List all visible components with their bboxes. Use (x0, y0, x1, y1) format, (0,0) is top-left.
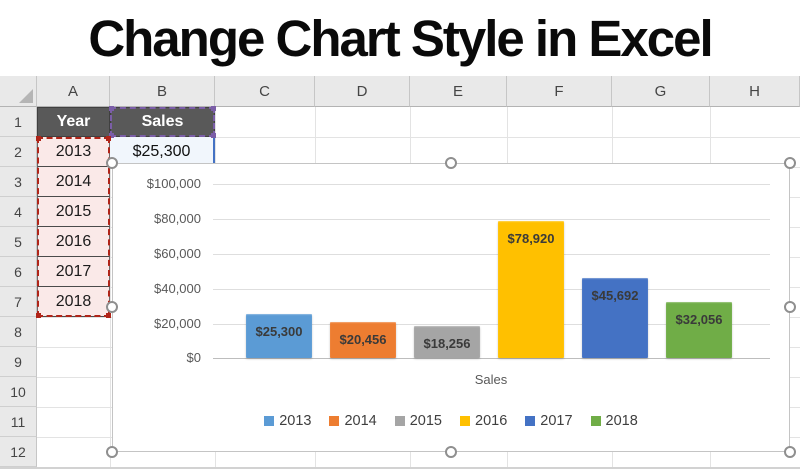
chart-resize-handle-middle-left[interactable] (106, 301, 118, 313)
legend-swatch-icon (525, 416, 536, 426)
legend-swatch-icon (590, 416, 601, 426)
chart-resize-handle-bottom-left[interactable] (106, 446, 118, 458)
page-title-banner: Change Chart Style in Excel (0, 0, 800, 76)
row-header-4[interactable]: 4 (0, 197, 37, 227)
chart-resize-handle-top-center[interactable] (445, 157, 457, 169)
column-header-h[interactable]: H (710, 76, 800, 107)
row-header-1[interactable]: 1 (0, 107, 37, 137)
y-tick-label[interactable]: $20,000 (154, 316, 201, 331)
column-header-c[interactable]: C (215, 76, 315, 107)
bar-data-label: $45,692 (591, 288, 639, 303)
legend-label: 2018 (605, 413, 638, 429)
column-header-e[interactable]: E (410, 76, 507, 107)
grid-hline (37, 137, 800, 138)
legend-label: 2016 (475, 413, 508, 429)
chart-gridline (213, 324, 770, 325)
select-all-corner[interactable] (0, 76, 37, 107)
chart-resize-handle-top-left[interactable] (106, 157, 118, 169)
bar-2017[interactable]: $45,692 (582, 278, 648, 358)
y-tick-label[interactable]: $0 (186, 350, 201, 365)
chart-resize-handle-bottom-center[interactable] (445, 446, 457, 458)
legend-item-2016[interactable]: 2016 (460, 413, 507, 429)
legend-item-2018[interactable]: 2018 (590, 413, 638, 429)
legend-swatch-icon (394, 416, 405, 426)
sheet-bottom-edge (0, 467, 800, 469)
row-header-10[interactable]: 10 (0, 377, 37, 407)
y-tick-label[interactable]: $60,000 (154, 246, 201, 261)
bar-2014[interactable]: $20,456 (330, 322, 396, 358)
chart-resize-handle-middle-right[interactable] (784, 301, 796, 313)
legend-item-2017[interactable]: 2017 (525, 413, 573, 429)
legend-item-2014[interactable]: 2014 (329, 413, 377, 429)
chart-area[interactable]: $100,000 $80,000 $60,000 $40,000 $20,000… (112, 163, 790, 452)
y-tick-label[interactable]: $100,000 (146, 176, 201, 191)
chart-resize-handle-bottom-right[interactable] (784, 446, 796, 458)
chart-gridline (213, 254, 770, 255)
legend-swatch-icon (460, 416, 470, 426)
cell-a6-year[interactable]: 2017 (37, 257, 110, 287)
legend-swatch-icon (329, 416, 340, 426)
x-axis-line (213, 358, 770, 359)
row-header-7[interactable]: 7 (0, 287, 37, 317)
y-tick-label[interactable]: $40,000 (154, 281, 201, 296)
chart-gridline (213, 289, 770, 290)
row-header-8[interactable]: 8 (0, 317, 37, 347)
cell-a4-year[interactable]: 2015 (37, 197, 110, 227)
x-axis-title[interactable]: Sales (474, 372, 508, 387)
chart-gridline (213, 219, 770, 220)
bar-data-label: $32,056 (675, 312, 723, 327)
chart-resize-handle-top-right[interactable] (784, 157, 796, 169)
cell-a5-year[interactable]: 2016 (37, 227, 110, 257)
chart-legend[interactable]: 2013 2014 2015 2016 2017 2018 (113, 410, 789, 432)
legend-item-2013[interactable]: 2013 (264, 413, 311, 429)
page-title: Change Chart Style in Excel (88, 9, 713, 67)
legend-label: 2017 (540, 413, 573, 429)
cell-a2-year[interactable]: 2013 (37, 137, 110, 167)
y-tick-label[interactable]: $80,000 (154, 211, 201, 226)
bar-2018[interactable]: $32,056 (666, 302, 732, 358)
column-header-a[interactable]: A (37, 76, 110, 107)
bar-data-label: $25,300 (255, 324, 303, 339)
row-header-2[interactable]: 2 (0, 137, 37, 167)
bar-2016[interactable]: $78,920 (498, 221, 564, 358)
cell-a7-year[interactable]: 2018 (37, 287, 110, 317)
legend-swatch-icon (264, 416, 275, 426)
legend-label: 2013 (279, 413, 312, 429)
legend-label: 2014 (344, 413, 377, 429)
select-all-triangle-icon (19, 89, 33, 103)
cell-a3-year[interactable]: 2014 (37, 167, 110, 197)
row-header-3[interactable]: 3 (0, 167, 37, 197)
column-header-d[interactable]: D (315, 76, 410, 107)
legend-label: 2015 (409, 413, 442, 429)
column-header-b[interactable]: B (110, 76, 215, 107)
cell-a1-year-header[interactable]: Year (37, 107, 110, 137)
row-header-11[interactable]: 11 (0, 407, 37, 437)
row-header-9[interactable]: 9 (0, 347, 37, 377)
row-header-5[interactable]: 5 (0, 227, 37, 257)
bar-data-label: $78,920 (507, 231, 555, 246)
column-header-f[interactable]: F (507, 76, 612, 107)
column-header-g[interactable]: G (612, 76, 710, 107)
cell-b1-sales-header[interactable]: Sales (110, 107, 215, 137)
bar-data-label: $18,256 (423, 336, 471, 351)
bar-data-label: $20,456 (339, 332, 387, 347)
bar-2015[interactable]: $18,256 (414, 326, 480, 358)
row-header-6[interactable]: 6 (0, 257, 37, 287)
legend-item-2015[interactable]: 2015 (394, 413, 442, 429)
bar-2013[interactable]: $25,300 (246, 314, 312, 358)
chart-gridline (213, 184, 770, 185)
row-header-12[interactable]: 12 (0, 437, 37, 467)
